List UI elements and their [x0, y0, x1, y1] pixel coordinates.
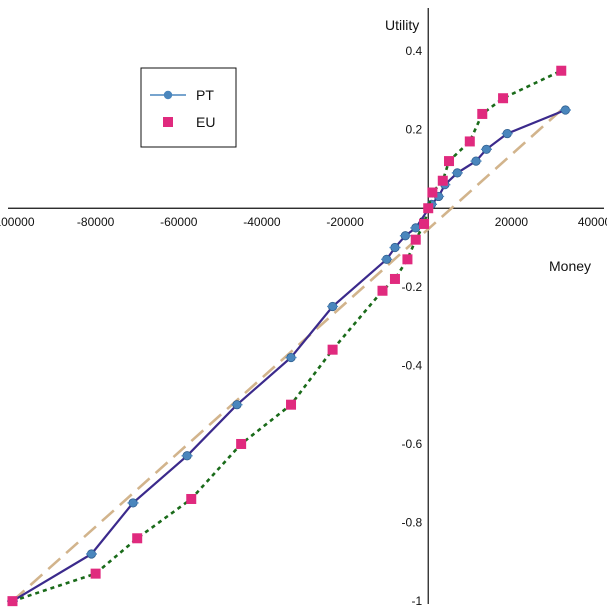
- legend-entry-eu: EU: [163, 114, 215, 130]
- data-point: [427, 187, 438, 198]
- legend: PT EU: [140, 67, 237, 148]
- y-tick-label: -0.2: [402, 280, 423, 294]
- data-point: [423, 203, 434, 214]
- data-point: [132, 533, 143, 544]
- data-point: [444, 156, 455, 167]
- legend-marker: [163, 117, 173, 127]
- data-point: [327, 344, 338, 355]
- legend-label: PT: [196, 87, 214, 103]
- data-point: [286, 399, 297, 410]
- data-point: [90, 568, 101, 579]
- series-line: [12, 69, 562, 603]
- legend-label: EU: [196, 114, 215, 130]
- x-tick-labels: -100000-80000-60000-40000-20000020000400…: [0, 215, 607, 229]
- y-axis-title: Utility: [385, 17, 419, 33]
- data-point: [377, 285, 388, 296]
- data-point: [410, 234, 421, 245]
- series-layer: [6, 65, 571, 607]
- y-tick-labels: 0.4 0.2 -0.2 -0.4 -0.6 -0.8 -1: [402, 44, 423, 608]
- data-point: [498, 93, 509, 104]
- legend-entry-pt: PT: [150, 87, 214, 103]
- data-point: [419, 218, 430, 229]
- y-tick-label: -1: [412, 594, 423, 608]
- x-tick-label: -80000: [77, 215, 115, 229]
- x-tick-label: -20000: [326, 215, 364, 229]
- y-tick-label: 0.2: [406, 123, 423, 137]
- data-point: [7, 596, 18, 607]
- legend-box: [140, 67, 237, 148]
- x-tick-label: 20000: [495, 215, 529, 229]
- data-point: [402, 254, 413, 265]
- data-point: [437, 175, 448, 186]
- series-eu: [7, 65, 567, 607]
- data-point: [236, 438, 247, 449]
- data-point: [477, 108, 488, 119]
- y-tick-label: 0.4: [406, 44, 423, 58]
- axes: [8, 8, 604, 604]
- x-tick-label: -60000: [160, 215, 198, 229]
- data-point: [389, 273, 400, 284]
- x-tick-label: -40000: [243, 215, 281, 229]
- data-point: [556, 65, 567, 76]
- legend-entries: PT EU: [150, 87, 215, 130]
- legend-marker: [163, 90, 173, 100]
- x-tick-label: 40000: [578, 215, 607, 229]
- y-tick-label: -0.8: [402, 516, 423, 530]
- x-axis-title: Money: [549, 258, 591, 274]
- y-tick-label: -0.6: [402, 437, 423, 451]
- y-tick-label: -0.4: [402, 358, 423, 372]
- data-point: [186, 493, 197, 504]
- x-tick-label: -100000: [0, 215, 35, 229]
- data-point: [464, 136, 475, 147]
